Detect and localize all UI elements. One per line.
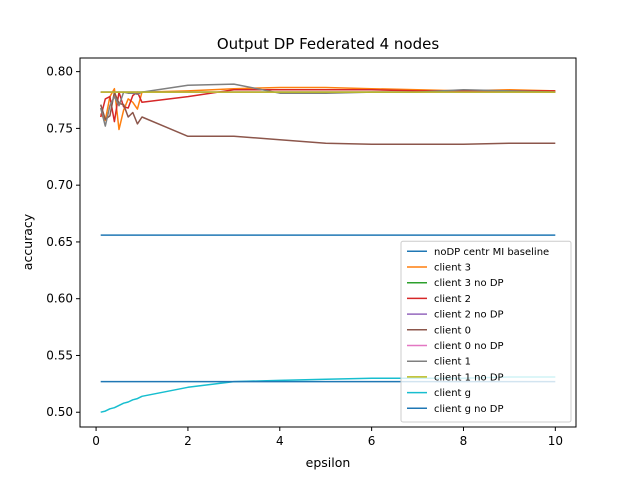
y-tick-label: 0.80 bbox=[46, 65, 73, 79]
y-tick-label: 0.70 bbox=[46, 178, 73, 192]
x-tick-label: 0 bbox=[92, 434, 100, 448]
legend-entry-client-1: client 1 bbox=[434, 357, 471, 368]
legend-entry-client-3-no-dp: client 3 no DP bbox=[434, 278, 504, 289]
y-tick-label: 0.60 bbox=[46, 292, 73, 306]
x-axis-label: epsilon bbox=[306, 455, 351, 470]
axes-frame bbox=[79, 57, 577, 428]
series-line-client-2 bbox=[99, 89, 556, 123]
x-tick-label: 8 bbox=[460, 434, 468, 448]
legend-box bbox=[400, 240, 572, 423]
legend-entry-client-2-no-dp: client 2 no DP bbox=[434, 310, 504, 321]
y-axis: 0.50 0.55 0.60 0.65 0.70 0.75 0.80 bbox=[46, 65, 80, 419]
legend-entry-client-0: client 0 bbox=[434, 325, 471, 336]
legend-entry-client-g-no-dp: client g no DP bbox=[434, 404, 504, 415]
x-tick-label: 2 bbox=[184, 434, 192, 448]
legend-entry-client-0-no-dp: client 0 no DP bbox=[434, 341, 504, 352]
series-line-client-0 bbox=[99, 91, 556, 146]
legend-entry-nodp-centr-mi-baseline: noDP centr MI baseline bbox=[434, 247, 549, 258]
x-tick-label: 4 bbox=[276, 434, 284, 448]
chart-title: Output DP Federated 4 nodes bbox=[217, 35, 440, 53]
x-tick-label: 10 bbox=[548, 434, 563, 448]
y-tick-label: 0.55 bbox=[46, 348, 73, 362]
y-axis-label: accuracy bbox=[20, 213, 35, 270]
legend-entry-client-g: client g bbox=[434, 388, 471, 399]
x-axis: 0 2 4 6 8 10 bbox=[92, 427, 563, 448]
y-tick-label: 0.65 bbox=[46, 235, 73, 249]
legend: noDP centr MI baseline client 3 client 3 n… bbox=[400, 240, 572, 423]
legend-entry-client-1-no-dp: client 1 no DP bbox=[434, 372, 504, 383]
y-tick-label: 0.50 bbox=[46, 405, 73, 419]
legend-entry-client-2: client 2 bbox=[434, 294, 471, 305]
y-tick-label: 0.75 bbox=[46, 121, 73, 135]
x-tick-label: 6 bbox=[368, 434, 376, 448]
legend-entry-client-3: client 3 bbox=[434, 263, 471, 274]
